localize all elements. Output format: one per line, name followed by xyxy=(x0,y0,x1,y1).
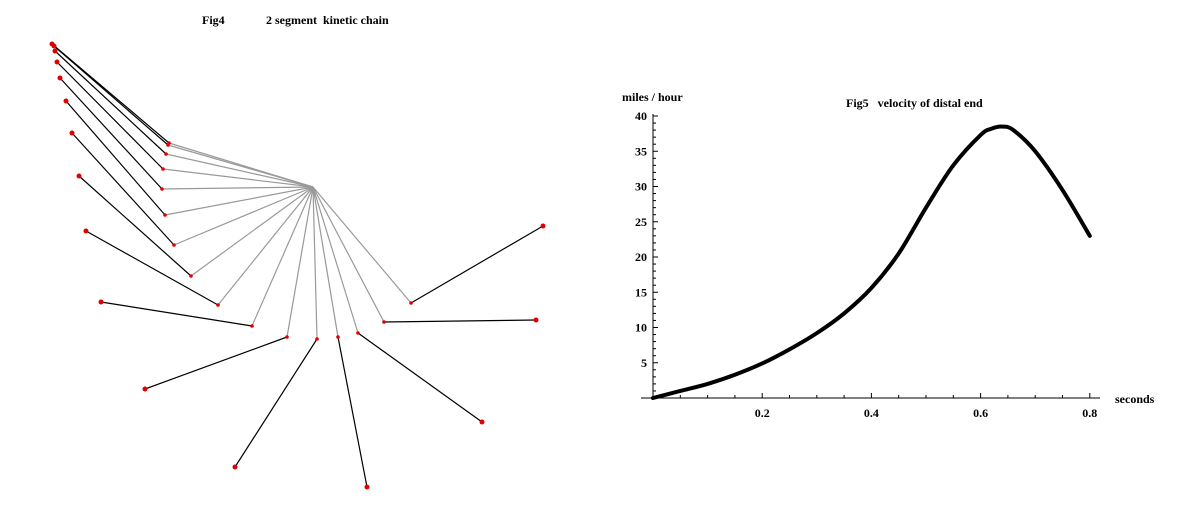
elbow-joint-dot xyxy=(409,301,413,305)
tip-dot xyxy=(98,299,104,305)
distal-segment xyxy=(357,332,483,423)
chart-axes: 5 10 15 20 25 30 35 40 0.2 0.4 0.6 0.8 xyxy=(635,109,1100,420)
elbow-joint-dot xyxy=(216,303,220,307)
elbow-joint-dot xyxy=(161,167,165,171)
distal-segment xyxy=(383,319,537,323)
tip-dot xyxy=(232,464,238,470)
elbow-joint-dot xyxy=(164,152,168,156)
y-tick-label: 10 xyxy=(635,321,647,335)
proximal-segment xyxy=(312,186,412,304)
tip-dot xyxy=(57,75,63,81)
y-tick-label: 20 xyxy=(635,250,647,264)
tip-dot xyxy=(364,484,370,490)
distal-segment xyxy=(410,225,544,304)
distal-segment xyxy=(53,45,169,146)
distal-segment xyxy=(234,338,318,468)
proximal-segment xyxy=(173,186,314,246)
y-tick-label: 40 xyxy=(635,109,647,123)
elbow-joint-dot xyxy=(189,274,193,278)
proximal-segment xyxy=(312,186,339,338)
y-tick-label: 25 xyxy=(635,215,647,229)
velocity-chart: 5 10 15 20 25 30 35 40 0.2 0.4 0.6 0.8 xyxy=(635,109,1100,420)
fig5-label: Fig5 xyxy=(846,96,869,110)
tip-dot xyxy=(52,48,58,54)
elbow-joint-dot xyxy=(336,335,340,339)
distal-segment xyxy=(78,175,192,277)
y-axis-label: miles / hour xyxy=(622,90,683,104)
elbow-joint-dot xyxy=(160,187,164,191)
proximal-segment xyxy=(190,186,314,277)
kinetic-chain-diagram xyxy=(49,41,546,490)
distal-segment xyxy=(85,230,219,306)
proximal-segment xyxy=(162,168,314,188)
x-tick-label: 0.6 xyxy=(973,406,988,420)
proximal-segment xyxy=(286,186,314,338)
tip-dot xyxy=(540,223,546,229)
distal-segment xyxy=(65,100,166,216)
tip-dot xyxy=(142,386,148,392)
distal-segment xyxy=(100,301,253,327)
proximal-segment xyxy=(312,186,318,340)
y-tick-label: 5 xyxy=(641,356,647,370)
elbow-joint-dot xyxy=(315,337,319,341)
tip-dot xyxy=(54,59,60,65)
proximal-segment xyxy=(312,186,359,334)
elbow-joint-dot xyxy=(382,320,386,324)
x-tick-label: 0.8 xyxy=(1082,406,1097,420)
proximal-segment xyxy=(312,186,385,323)
distal-segment xyxy=(54,50,167,155)
proximal-segment xyxy=(161,186,314,190)
tip-dot xyxy=(63,98,69,104)
y-tick-label: 35 xyxy=(635,144,647,158)
elbow-joint-dot xyxy=(172,243,176,247)
tip-dot xyxy=(51,43,57,49)
x-tick-label: 0.2 xyxy=(755,406,770,420)
proximal-segment xyxy=(167,144,314,188)
elbow-joint-dot xyxy=(356,331,360,335)
distal-segment xyxy=(71,132,175,246)
x-tick-label: 0.4 xyxy=(864,406,879,420)
y-tick-label: 15 xyxy=(635,285,647,299)
proximal-segment xyxy=(164,186,314,216)
tip-dot xyxy=(83,228,89,234)
elbow-joint-dot xyxy=(163,213,167,217)
tip-dot xyxy=(533,317,539,323)
velocity-curve xyxy=(651,124,1092,400)
elbow-joint-dot xyxy=(166,143,170,147)
fig5-title-text: velocity of distal end xyxy=(877,96,983,110)
distal-segment xyxy=(144,336,288,390)
elbow-joint-dot xyxy=(285,335,289,339)
proximal-segment xyxy=(217,186,314,306)
distal-segment xyxy=(59,77,163,190)
tip-dot xyxy=(69,130,75,136)
fig5-title: Fig5 velocity of distal end xyxy=(846,96,983,111)
tip-dot xyxy=(76,173,82,179)
y-tick-label: 30 xyxy=(635,180,647,194)
fig4-title: 2 segment kinetic chain xyxy=(266,13,389,27)
x-axis-label: seconds xyxy=(1115,392,1155,406)
distal-segment xyxy=(337,336,368,488)
fig4-label: Fig4 xyxy=(202,13,225,27)
proximal-segment xyxy=(165,153,314,188)
tip-dot xyxy=(479,419,485,425)
proximal-segment xyxy=(251,186,314,327)
elbow-joint-dot xyxy=(250,324,254,328)
distal-segment xyxy=(56,61,164,170)
